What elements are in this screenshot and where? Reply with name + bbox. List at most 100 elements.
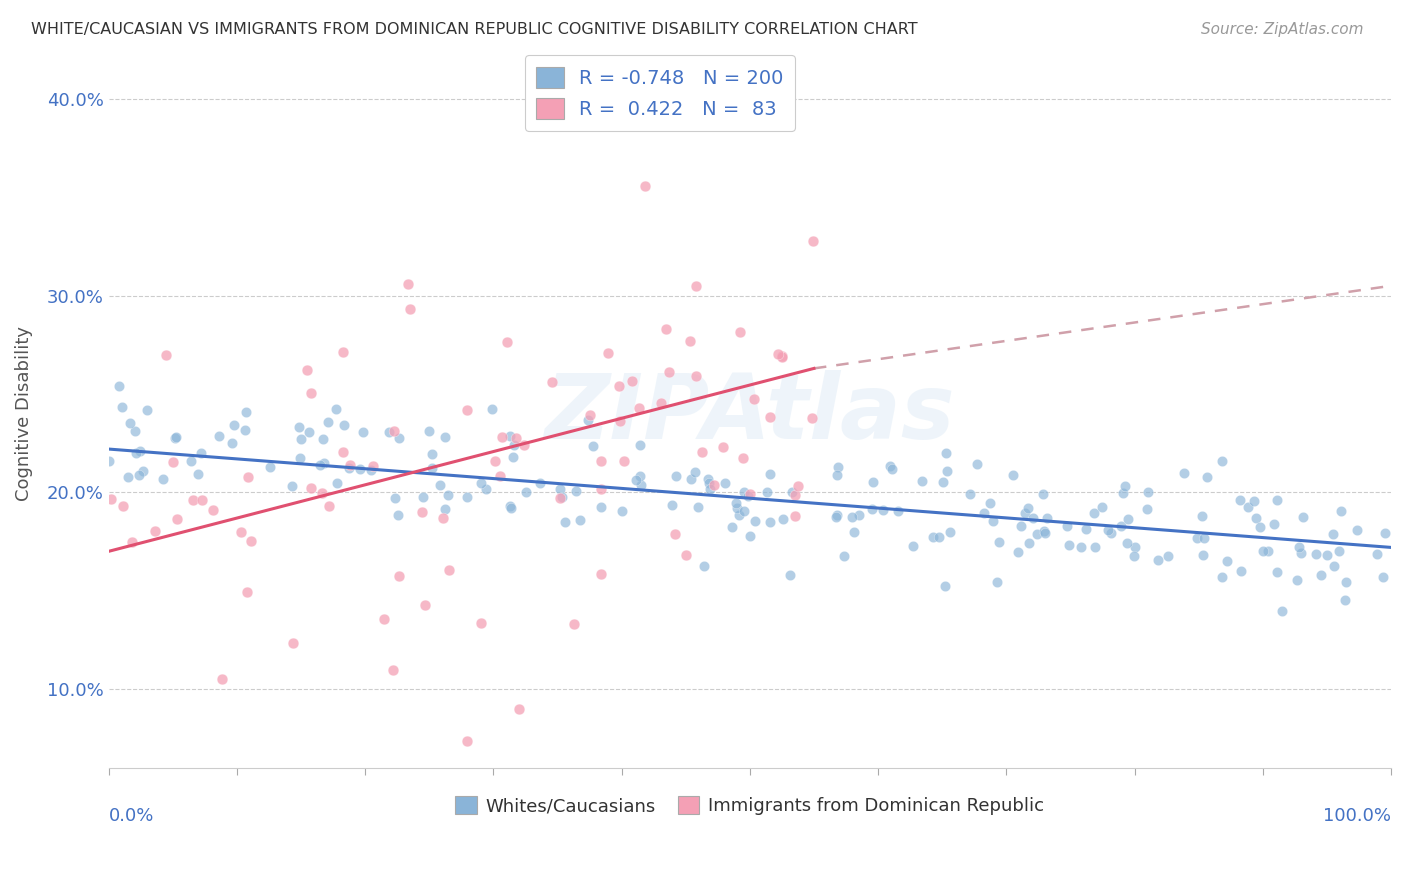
Point (488, 469, 510, 483)
Point (422, 460, 444, 475)
Point (738, 529, 761, 543)
Point (935, 446, 957, 460)
Point (911, 474, 934, 488)
Point (1257, 544, 1279, 558)
Point (783, 509, 806, 524)
Point (1249, 520, 1271, 534)
Point (725, 495, 748, 509)
Point (697, 475, 720, 490)
Point (1017, 501, 1039, 516)
Point (1197, 470, 1219, 484)
Point (233, 423, 256, 437)
Point (143, 524, 166, 538)
Point (841, 509, 863, 524)
Point (309, 458, 332, 472)
Point (1014, 506, 1036, 520)
Point (456, 733, 478, 747)
Point (373, 612, 395, 626)
Point (1243, 494, 1265, 508)
Point (827, 459, 849, 474)
Point (540, 375, 562, 389)
Point (135, 403, 157, 417)
Point (628, 468, 651, 483)
Point (939, 525, 962, 540)
Point (1147, 553, 1170, 567)
Point (548, 482, 571, 496)
Point (565, 484, 588, 499)
Point (297, 363, 319, 377)
Point (759, 467, 782, 481)
Point (349, 462, 371, 476)
Point (844, 525, 866, 540)
Point (190, 446, 212, 460)
Point (290, 432, 312, 446)
Point (711, 440, 734, 454)
Point (860, 502, 883, 516)
Point (190, 493, 212, 508)
Point (733, 504, 755, 518)
Point (316, 415, 339, 429)
Y-axis label: Cognitive Disability: Cognitive Disability (15, 326, 32, 501)
Point (221, 436, 243, 450)
Point (1185, 531, 1208, 545)
Point (1035, 511, 1057, 525)
Point (384, 424, 406, 438)
Point (759, 409, 782, 424)
Point (886, 504, 908, 518)
Point (311, 486, 333, 500)
Point (627, 401, 650, 415)
Point (609, 378, 631, 392)
Point (436, 488, 458, 502)
Point (548, 491, 571, 506)
Point (1033, 524, 1056, 539)
Point (388, 431, 411, 445)
Point (100, 491, 122, 506)
Point (576, 413, 599, 427)
Point (1334, 592, 1357, 607)
Point (1211, 454, 1233, 468)
Point (1191, 508, 1213, 523)
Point (1237, 500, 1260, 514)
Point (1246, 511, 1268, 525)
Point (720, 520, 742, 534)
Point (529, 475, 551, 490)
Point (770, 349, 793, 363)
Point (437, 563, 460, 577)
Point (281, 635, 304, 649)
Point (418, 425, 440, 439)
Point (1271, 604, 1294, 618)
Point (332, 445, 354, 459)
Point (388, 569, 411, 583)
Point (180, 453, 202, 467)
Point (801, 235, 824, 249)
Point (959, 487, 981, 501)
Point (1031, 487, 1053, 501)
Point (693, 559, 716, 574)
Text: 100.0%: 100.0% (1323, 806, 1391, 824)
Point (1002, 467, 1025, 482)
Point (986, 574, 1008, 589)
Point (973, 506, 995, 520)
Point (299, 386, 322, 401)
Point (166, 511, 188, 525)
Point (1136, 485, 1159, 500)
Point (132, 464, 155, 478)
Point (333, 418, 356, 433)
Point (129, 443, 152, 458)
Point (934, 578, 956, 592)
Point (1216, 554, 1239, 568)
Point (928, 530, 950, 544)
Point (181, 493, 204, 508)
Point (339, 461, 361, 475)
Point (1265, 565, 1288, 579)
Point (399, 302, 422, 317)
Point (1123, 540, 1146, 554)
Point (848, 508, 870, 522)
Point (411, 505, 433, 519)
Point (1334, 574, 1357, 589)
Point (352, 425, 374, 439)
Point (121, 535, 143, 549)
Point (714, 475, 737, 490)
Point (1116, 536, 1139, 550)
Point (779, 567, 801, 582)
